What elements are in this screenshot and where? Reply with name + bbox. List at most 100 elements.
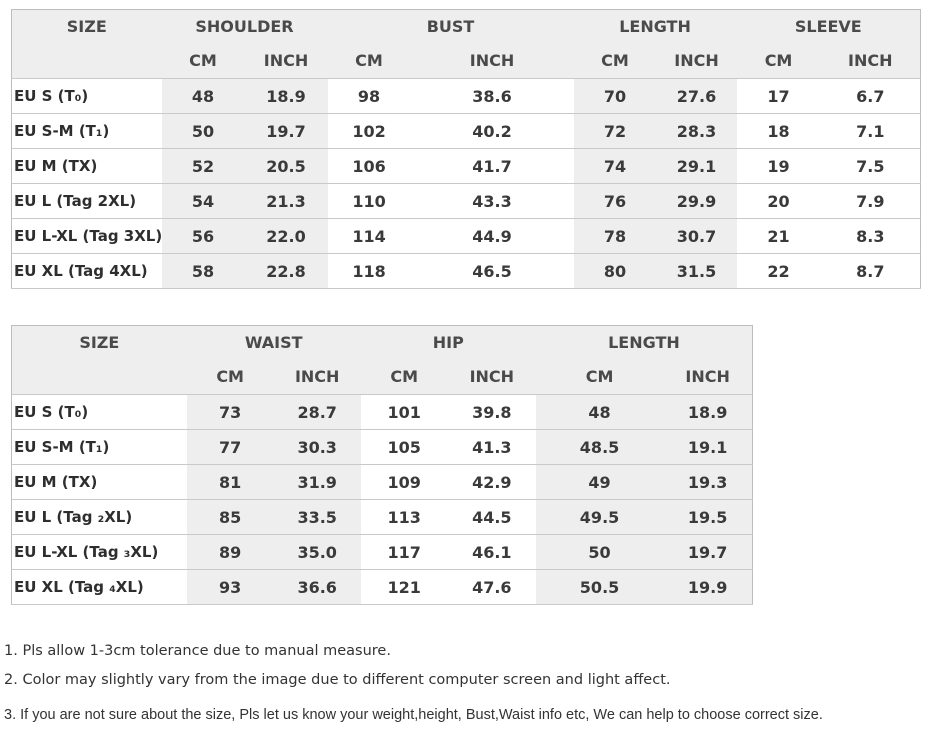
table-row: EU L-XL (Tag ₃XL) 89 35.0 117 46.1 50 19.7 [11, 534, 753, 570]
measurement-cell: 93 [186, 569, 274, 605]
size-chart-table-top: SIZE SHOULDER BUST LENGTH SLEEVE CM INCH… [11, 9, 922, 289]
size-label-cell: EU M (TX) [11, 148, 162, 184]
size-label-cell: EU XL (Tag ₄XL) [11, 569, 187, 605]
measurement-cell: 43.3 [410, 183, 574, 219]
header-row-units: CM INCH CM INCH CM INCH [11, 359, 753, 395]
unit-header-cm: CM [161, 43, 245, 79]
measurement-cell: 29.9 [656, 183, 737, 219]
measurement-cell: 7.5 [820, 148, 921, 184]
unit-header-inch: INCH [447, 359, 536, 395]
measurement-cell: 49 [535, 464, 664, 500]
measurement-cell: 48 [535, 394, 664, 430]
measurement-cell: 40.2 [410, 113, 574, 149]
measurement-cell: 50 [161, 113, 245, 149]
measurement-cell: 7.1 [820, 113, 921, 149]
measurement-cell: 74 [573, 148, 657, 184]
size-label-cell: EU L (Tag ₂XL) [11, 499, 187, 535]
unit-header-inch: INCH [273, 359, 361, 395]
measurement-cell: 46.5 [410, 253, 574, 289]
measurement-cell: 41.7 [410, 148, 574, 184]
measurement-cell: 19.7 [244, 113, 328, 149]
measurement-cell: 52 [161, 148, 245, 184]
size-label-cell: EU L-XL (Tag 3XL) [11, 218, 162, 254]
size-header-spacer [11, 43, 162, 79]
measurement-cell: 46.1 [447, 534, 536, 570]
measurement-cell: 30.7 [656, 218, 737, 254]
measurement-cell: 81 [186, 464, 274, 500]
measurement-cell: 28.3 [656, 113, 737, 149]
group-header-sleeve: SLEEVE [736, 9, 921, 43]
measurement-cell: 29.1 [656, 148, 737, 184]
measurement-cell: 19.3 [663, 464, 753, 500]
unit-header-inch: INCH [244, 43, 328, 79]
measurement-cell: 50 [535, 534, 664, 570]
measurement-cell: 8.3 [820, 218, 921, 254]
measurement-cell: 48.5 [535, 429, 664, 465]
size-label-cell: EU L-XL (Tag ₃XL) [11, 534, 187, 570]
size-chart-table-bottom: SIZE WAIST HIP LENGTH CM INCH CM INCH CM… [11, 325, 753, 605]
unit-header-cm: CM [573, 43, 657, 79]
size-label-cell: EU S-M (T₁) [11, 429, 187, 465]
measurement-cell: 19 [736, 148, 821, 184]
measurement-cell: 49.5 [535, 499, 664, 535]
measurement-cell: 54 [161, 183, 245, 219]
table-row: EU L-XL (Tag 3XL) 56 22.0 114 44.9 78 30.7 21 8.… [11, 218, 921, 254]
header-row-groups: SIZE SHOULDER BUST LENGTH SLEEVE [11, 9, 921, 43]
measurement-cell: 114 [327, 218, 411, 254]
measurement-cell: 21.3 [244, 183, 328, 219]
measurement-cell: 117 [360, 534, 448, 570]
measurement-cell: 22 [736, 253, 821, 289]
note-item: 1. Pls allow 1-3cm tolerance due to manu… [4, 643, 391, 659]
measurement-cell: 47.6 [447, 569, 536, 605]
unit-header-inch: INCH [410, 43, 574, 79]
measurement-cell: 18.9 [663, 394, 753, 430]
measurement-cell: 109 [360, 464, 448, 500]
size-label-cell: EU M (TX) [11, 464, 187, 500]
measurement-cell: 31.9 [273, 464, 361, 500]
measurement-cell: 58 [161, 253, 245, 289]
group-header-length: LENGTH [573, 9, 737, 43]
table-row: EU XL (Tag ₄XL) 93 36.6 121 47.6 50.5 19.9 [11, 569, 753, 605]
measurement-cell: 38.6 [410, 78, 574, 114]
unit-header-inch: INCH [663, 359, 753, 395]
measurement-cell: 27.6 [656, 78, 737, 114]
measurement-cell: 102 [327, 113, 411, 149]
measurement-cell: 42.9 [447, 464, 536, 500]
size-header: SIZE [11, 325, 187, 359]
measurement-cell: 44.5 [447, 499, 536, 535]
measurement-cell: 18.9 [244, 78, 328, 114]
group-header-length: LENGTH [535, 325, 753, 359]
measurement-cell: 17 [736, 78, 821, 114]
measurement-cell: 110 [327, 183, 411, 219]
measurement-cell: 113 [360, 499, 448, 535]
table-row: EU S (T₀) 48 18.9 98 38.6 70 27.6 17 6.7 [11, 78, 921, 114]
measurement-cell: 76 [573, 183, 657, 219]
header-row-groups: SIZE WAIST HIP LENGTH [11, 325, 753, 359]
measurement-cell: 31.5 [656, 253, 737, 289]
unit-header-cm: CM [360, 359, 448, 395]
table-row: EU M (TX) 81 31.9 109 42.9 49 19.3 [11, 464, 753, 500]
measurement-cell: 72 [573, 113, 657, 149]
unit-header-inch: INCH [820, 43, 921, 79]
unit-header-cm: CM [186, 359, 274, 395]
measurement-cell: 85 [186, 499, 274, 535]
measurement-cell: 19.5 [663, 499, 753, 535]
unit-header-cm: CM [535, 359, 664, 395]
measurement-cell: 22.0 [244, 218, 328, 254]
measurement-cell: 105 [360, 429, 448, 465]
measurement-cell: 121 [360, 569, 448, 605]
measurement-cell: 48 [161, 78, 245, 114]
measurement-cell: 70 [573, 78, 657, 114]
table-row: EU M (TX) 52 20.5 106 41.7 74 29.1 19 7.5 [11, 148, 921, 184]
measurement-cell: 77 [186, 429, 274, 465]
measurement-cell: 8.7 [820, 253, 921, 289]
unit-header-cm: CM [736, 43, 821, 79]
group-header-bust: BUST [327, 9, 574, 43]
measurement-cell: 36.6 [273, 569, 361, 605]
measurement-cell: 19.9 [663, 569, 753, 605]
measurement-cell: 19.1 [663, 429, 753, 465]
measurement-cell: 39.8 [447, 394, 536, 430]
measurement-cell: 30.3 [273, 429, 361, 465]
table-row: EU S-M (T₁) 50 19.7 102 40.2 72 28.3 18 7.1 [11, 113, 921, 149]
measurement-cell: 21 [736, 218, 821, 254]
